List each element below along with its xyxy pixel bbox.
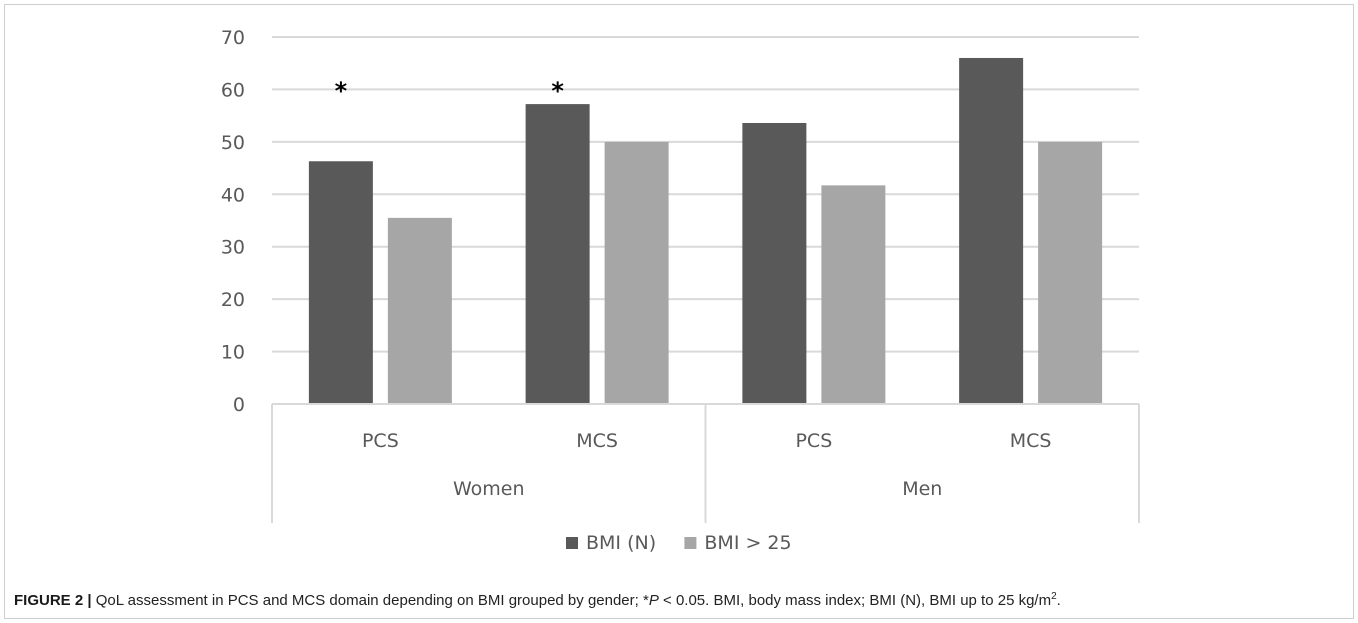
y-tick-label: 10: [221, 342, 245, 364]
y-axis-ticks: 0 10 20 30 40 50 60 70: [221, 27, 245, 416]
y-tick-label: 20: [221, 289, 245, 311]
bar-series0-cat2: [742, 122, 807, 405]
x-group-label: Women: [453, 478, 525, 500]
caption-p-symbol: P: [648, 592, 659, 609]
bar-series0-cat1: [525, 104, 590, 404]
legend-swatch-1: [684, 537, 697, 549]
x-axis: PCS MCS PCS MCS Women Men: [271, 403, 1140, 523]
legend-label-1: BMI > 25: [704, 532, 791, 554]
y-tick-label: 50: [221, 132, 245, 154]
bar-series0-cat3: [959, 57, 1024, 404]
caption-text-3: .: [1056, 592, 1061, 609]
bar-series1-cat3: [1038, 141, 1103, 404]
legend-swatch-0: [566, 537, 578, 549]
x-category-label: MCS: [576, 430, 618, 452]
x-category-label: PCS: [795, 430, 832, 452]
bar-series0-cat0: [308, 161, 373, 404]
bar-series1-cat1: [604, 141, 669, 404]
legend-label-0: BMI (N): [586, 532, 656, 554]
bar-series1-cat0: [387, 217, 452, 404]
significance-star: *: [335, 77, 348, 105]
y-tick-label: 0: [233, 394, 245, 416]
figure-caption: FIGURE 2 | QoL assessment in PCS and MCS…: [14, 591, 1344, 609]
annotations: * *: [335, 77, 565, 105]
caption-text-1: QoL assessment in PCS and MCS domain dep…: [91, 592, 649, 609]
y-tick-label: 70: [221, 27, 245, 49]
figure-frame: [4, 4, 1354, 619]
y-tick-label: 60: [221, 79, 245, 101]
caption-superscript: 2: [1051, 591, 1057, 602]
caption-label: FIGURE 2 |: [14, 592, 92, 609]
legend: BMI (N) BMI > 25: [566, 532, 792, 554]
bar-series1-cat2: [821, 185, 886, 404]
significance-star: *: [551, 77, 564, 105]
x-category-label: PCS: [362, 430, 399, 452]
x-category-label: MCS: [1010, 430, 1052, 452]
y-tick-label: 40: [221, 184, 245, 206]
caption-text-2: < 0.05. BMI, body mass index; BMI (N), B…: [658, 592, 1052, 609]
x-group-label: Men: [902, 478, 942, 500]
bars: [308, 57, 1103, 405]
y-tick-label: 30: [221, 237, 245, 259]
